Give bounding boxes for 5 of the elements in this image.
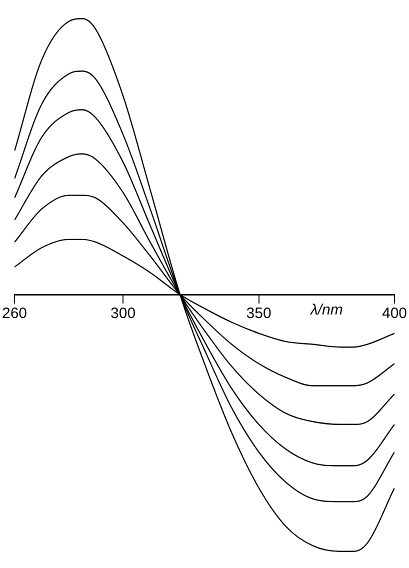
x-tick-label: 400 — [382, 304, 407, 322]
x-tick-label: 350 — [246, 304, 272, 322]
x-axis-title: λ/nm — [309, 301, 343, 318]
x-tick-label: 300 — [110, 304, 136, 322]
x-tick-label: 260 — [2, 304, 28, 322]
